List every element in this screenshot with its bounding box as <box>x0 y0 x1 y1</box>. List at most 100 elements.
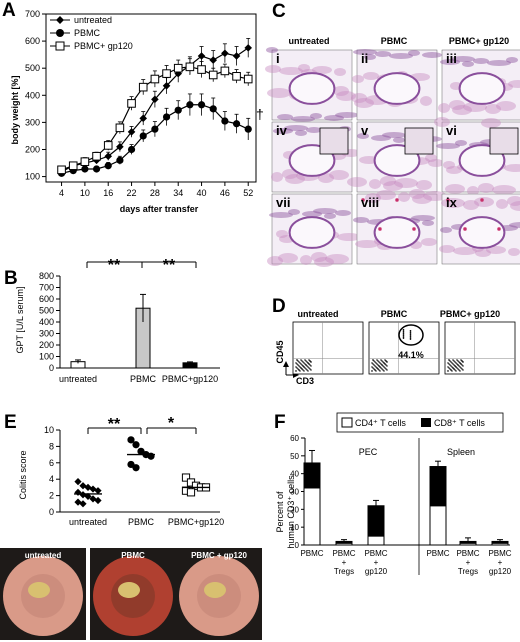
flow-event <box>461 368 463 370</box>
data-point-circle <box>139 132 147 140</box>
flow-event <box>409 336 412 338</box>
histo-header-pbmc: PBMC <box>381 36 408 46</box>
tissue-blob <box>463 200 479 210</box>
flow-event <box>300 359 302 361</box>
flow-event <box>308 363 310 365</box>
tissue-blob <box>318 173 334 183</box>
flow-event <box>303 362 305 364</box>
flow-event <box>375 370 377 372</box>
flow-event <box>295 370 297 372</box>
panel-a-line-chart: body weight [%] days after transfer † un… <box>10 9 264 214</box>
flow-event <box>462 365 464 367</box>
tissue-blob <box>279 67 303 75</box>
flow-event <box>301 364 303 366</box>
flow-event <box>462 361 464 363</box>
tissue-blob <box>481 118 501 128</box>
flow-event <box>383 362 385 364</box>
score-point-diamond <box>74 478 82 486</box>
f-category-label: PBMC <box>332 549 355 558</box>
flow-event <box>382 365 384 367</box>
gate-circle <box>398 324 424 346</box>
tissue-blob <box>285 174 305 184</box>
flow-event <box>452 367 454 369</box>
tissue-blob <box>364 54 376 60</box>
tissue-blob <box>443 161 455 169</box>
tissue-blob <box>313 208 337 214</box>
tissue-blob <box>273 128 293 134</box>
flow-event <box>377 360 379 362</box>
f-category-label: Tregs <box>458 567 478 576</box>
b-ytick-label: 400 <box>39 317 54 327</box>
tissue-blob <box>421 238 437 246</box>
panel-label-a: A <box>2 0 16 21</box>
flow-event <box>375 366 377 368</box>
data-point-circle <box>116 156 124 164</box>
tissue-blob <box>409 189 425 199</box>
f-category-label: Tregs <box>334 567 354 576</box>
e-ytick-label: 0 <box>49 507 54 517</box>
flow-event <box>301 368 303 370</box>
score-point-diamond <box>79 482 87 490</box>
flow-event <box>295 366 297 368</box>
flow-event <box>449 364 451 366</box>
data-point-circle <box>244 125 252 133</box>
b-ytick-label: 100 <box>39 352 54 362</box>
tissue-blob <box>486 246 506 254</box>
panel-a-legend: untreated PBMC PBMC+ gp120 <box>50 15 133 51</box>
flow-event <box>302 365 304 367</box>
flow-event <box>295 362 297 364</box>
flow-event <box>386 361 388 363</box>
score-point-diamond <box>79 491 87 499</box>
airway-lumen <box>458 72 506 105</box>
flow-event <box>379 370 381 372</box>
flow-event <box>381 364 383 366</box>
stool-particle <box>28 582 50 598</box>
tissue-blob <box>278 253 298 263</box>
inflammatory-cell <box>361 198 365 202</box>
flow-event <box>308 367 310 369</box>
data-point-diamond <box>139 114 148 123</box>
panel-a-xlabel: days after transfer <box>120 204 199 214</box>
panel-f-stacked-bar-chart: CD4⁺ T cells CD8⁺ T cells Percent of hum… <box>275 412 512 576</box>
score-point-diamond <box>84 483 92 491</box>
data-point-square <box>57 165 66 175</box>
tissue-blob <box>380 176 396 186</box>
tissue-blob <box>389 53 413 59</box>
f-category-label: gp120 <box>365 567 388 576</box>
tissue-blob <box>354 98 374 108</box>
tissue-blob <box>269 212 293 218</box>
flow-event <box>459 370 461 372</box>
data-point-square <box>103 141 113 150</box>
inflammatory-cell <box>480 198 484 202</box>
panel-a-ylabel: body weight [%] <box>10 76 20 145</box>
a-ytick-label: 500 <box>25 63 40 73</box>
data-point-diamond <box>232 52 241 60</box>
flow-event <box>297 368 299 370</box>
flow-event <box>458 361 460 363</box>
flow-event <box>374 365 376 367</box>
panel-label-e: E <box>4 412 17 433</box>
tissue-blob <box>335 112 359 118</box>
data-point-circle <box>221 117 229 125</box>
histo-header-untreated: untreated <box>288 36 329 46</box>
flow-event <box>377 368 379 370</box>
flow-event <box>451 370 453 372</box>
histology-numeral: iii <box>446 51 457 66</box>
flow-event <box>305 368 307 370</box>
flow-event <box>373 368 375 370</box>
data-point-circle <box>232 120 241 128</box>
tissue-blob <box>357 133 369 139</box>
tissue-blob <box>487 60 511 66</box>
flow-event <box>385 368 387 370</box>
tissue-blob <box>291 116 315 122</box>
flow-event <box>381 360 383 362</box>
b-category-label: untreated <box>59 374 97 384</box>
histology-numeral: ii <box>361 51 368 66</box>
flow-event <box>382 369 384 371</box>
tissue-blob <box>422 52 442 58</box>
flow-event <box>299 366 301 368</box>
tissue-blob <box>325 254 349 264</box>
panel-a-plot-frame <box>45 13 257 183</box>
flow-event <box>305 364 307 366</box>
airway-lumen <box>458 216 506 249</box>
